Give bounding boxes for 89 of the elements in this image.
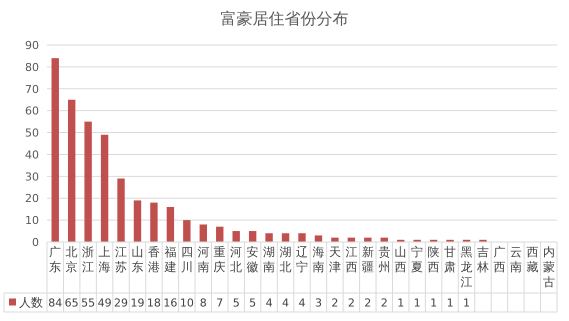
y-tick-label: 10 <box>25 214 39 228</box>
x-tick-label: 河南 <box>197 245 210 274</box>
data-label: 84 <box>48 296 62 310</box>
bar <box>52 58 59 242</box>
x-tick-label: 上海 <box>98 245 111 274</box>
data-label: 19 <box>130 296 144 310</box>
x-tick-label: 新疆 <box>362 245 374 274</box>
x-tick-label: 福建 <box>163 245 176 274</box>
data-label: 2 <box>364 296 372 310</box>
x-tick-label: 海南 <box>312 245 324 274</box>
data-label: 1 <box>397 296 404 310</box>
bar <box>117 178 125 242</box>
x-tick-label: 江苏 <box>115 245 128 274</box>
x-tick-label: 山西 <box>394 245 407 274</box>
bar <box>84 122 92 242</box>
y-tick-label: 0 <box>32 236 39 249</box>
x-tick-label: 黑龙江 <box>460 245 473 289</box>
bar <box>232 231 240 242</box>
x-tick-label: 香港 <box>148 245 160 274</box>
bar <box>380 238 388 242</box>
data-label: 10 <box>180 296 194 310</box>
data-label: 8 <box>200 296 207 310</box>
bar <box>150 202 158 242</box>
x-tick-label: 湖南 <box>263 245 276 274</box>
x-tick-label: 天津 <box>328 245 341 274</box>
y-tick-label: 80 <box>25 60 39 74</box>
x-tick-label: 宁夏 <box>411 245 424 274</box>
data-label: 4 <box>266 296 273 310</box>
x-tick-label: 山东 <box>131 245 144 274</box>
y-tick-label: 60 <box>25 104 39 118</box>
y-tick-label: 30 <box>25 170 39 184</box>
y-tick-label: 50 <box>25 126 39 140</box>
legend-label: 人数 <box>19 296 43 310</box>
bar <box>348 238 356 242</box>
x-tick-label: 辽宁 <box>296 245 308 274</box>
data-label: 49 <box>98 296 112 310</box>
y-tick-label: 20 <box>25 192 39 206</box>
bar <box>298 233 306 242</box>
bar <box>68 100 76 242</box>
x-tick-label: 吉林 <box>476 245 489 274</box>
data-label: 4 <box>282 296 290 310</box>
bar <box>282 233 290 242</box>
data-label: 4 <box>298 296 306 310</box>
bar <box>331 238 339 242</box>
x-tick-label: 西藏 <box>526 245 538 274</box>
data-label: 3 <box>314 296 322 310</box>
data-label: 18 <box>146 296 161 310</box>
x-tick-label: 河北 <box>230 245 242 274</box>
data-label: 65 <box>64 296 79 310</box>
data-label: 2 <box>380 296 388 310</box>
bar <box>200 224 207 242</box>
x-tick-label: 甘肃 <box>444 245 456 274</box>
data-label: 1 <box>414 296 421 310</box>
y-tick-label: 70 <box>25 82 39 96</box>
data-label: 1 <box>430 296 438 310</box>
data-label: 29 <box>114 296 128 310</box>
x-tick-label: 重庆 <box>214 245 226 274</box>
data-label: 16 <box>163 296 178 310</box>
x-tick-label: 湖北 <box>280 245 292 274</box>
bar <box>364 238 372 242</box>
x-tick-label: 云南 <box>510 245 522 274</box>
x-tick-label: 江西 <box>345 245 358 274</box>
bar <box>134 200 142 242</box>
x-tick-label: 广东 <box>49 245 62 274</box>
data-label: 2 <box>348 296 355 310</box>
data-label: 1 <box>446 296 454 310</box>
bar <box>166 206 174 242</box>
x-tick-label: 陕西 <box>428 245 440 274</box>
x-tick-label: 广西 <box>493 245 506 274</box>
y-tick-label: 90 <box>25 39 39 52</box>
data-label: 1 <box>463 296 470 310</box>
data-label: 7 <box>216 296 224 310</box>
y-tick-label: 40 <box>25 148 39 162</box>
bar <box>216 226 224 242</box>
bar <box>265 233 273 242</box>
x-tick-label: 安徽 <box>246 245 259 274</box>
x-tick-label: 内蒙古 <box>542 245 555 289</box>
x-tick-label: 贵州 <box>378 245 390 274</box>
x-tick-label: 四川 <box>180 245 193 274</box>
bar <box>248 231 256 242</box>
x-tick-label: 浙江 <box>82 245 94 274</box>
bar <box>100 134 108 242</box>
data-label: 55 <box>81 296 96 310</box>
data-label: 2 <box>331 296 338 310</box>
data-label: 5 <box>249 296 256 310</box>
bar <box>183 220 191 242</box>
x-tick-label: 北京 <box>66 245 78 274</box>
chart-title: 富豪居住省份分布 <box>220 9 348 28</box>
data-label: 5 <box>232 296 240 310</box>
